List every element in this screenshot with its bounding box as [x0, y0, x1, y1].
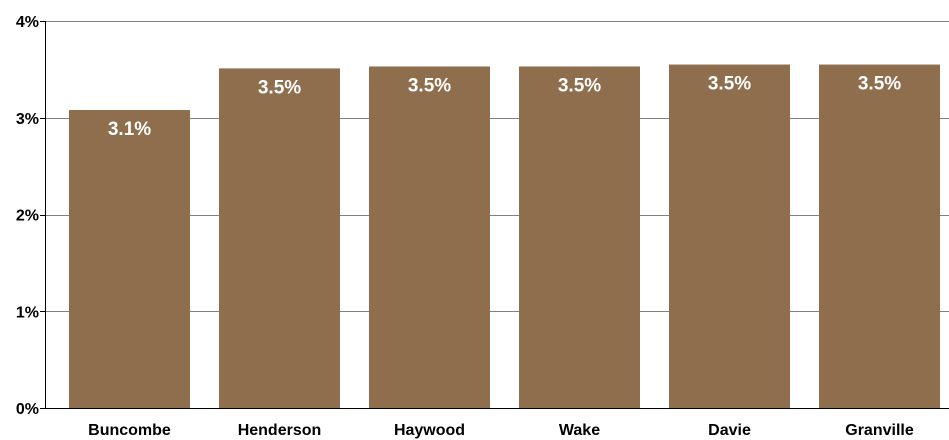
bar	[669, 64, 790, 408]
category-label: Buncombe	[88, 422, 171, 439]
category-label: Davie	[708, 422, 751, 439]
category-label: Wake	[559, 422, 600, 439]
data-label: 3.5%	[708, 74, 751, 95]
x-axis-category-labels: Buncombe Henderson Haywood Wake Davie Granvil…	[88, 422, 914, 439]
y-tick-label: 0%	[16, 401, 39, 418]
y-tick-label: 1%	[16, 304, 39, 321]
data-label: 3.5%	[858, 74, 901, 95]
category-label: Granville	[845, 422, 914, 439]
data-label: 3.5%	[258, 77, 301, 98]
y-tick-label: 4%	[16, 14, 39, 31]
bar	[519, 66, 640, 408]
data-label: 3.5%	[558, 75, 601, 96]
y-tick-label: 3%	[16, 111, 39, 128]
category-label: Henderson	[238, 422, 322, 439]
bar	[219, 68, 340, 408]
bar	[819, 64, 940, 408]
data-label: 3.5%	[408, 75, 451, 96]
data-label: 3.1%	[108, 119, 151, 140]
bars	[69, 64, 940, 408]
bar	[369, 66, 490, 408]
category-label: Haywood	[394, 422, 465, 439]
data-labels: 3.1% 3.5% 3.5% 3.5% 3.5% 3.5%	[108, 74, 901, 140]
gridlines	[40, 21, 949, 409]
y-axis-tick-labels: 0% 1% 2% 3% 4%	[16, 14, 39, 418]
bar	[69, 110, 190, 408]
y-tick-label: 2%	[16, 208, 39, 225]
